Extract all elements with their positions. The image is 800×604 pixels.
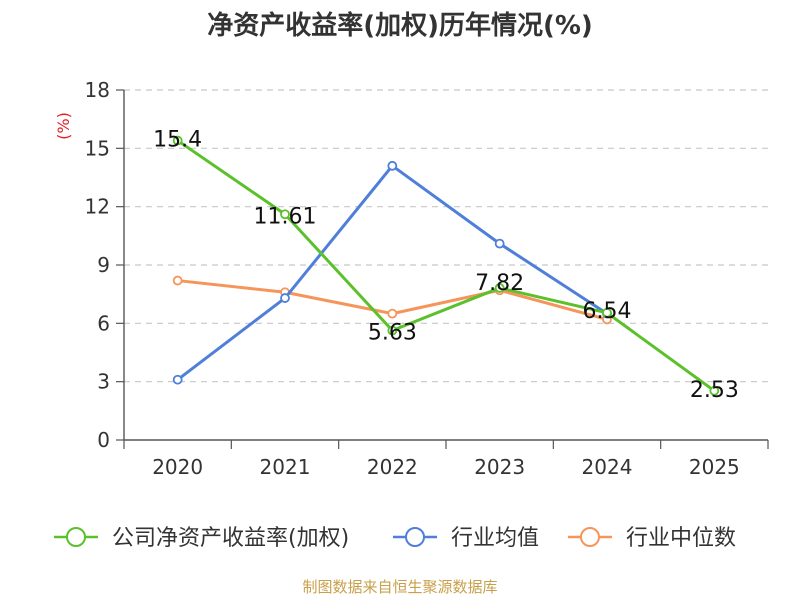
legend[interactable]: 公司净资产收益率(加权) 行业均值 行业中位数 bbox=[54, 526, 736, 551]
series-2-point-2022 bbox=[387, 308, 398, 319]
legend-label-2: 行业中位数 bbox=[626, 526, 736, 551]
y-tick-label-0: 0 bbox=[97, 428, 110, 452]
x-tick-label-2020: 2020 bbox=[152, 455, 203, 479]
x-tick-label-2022: 2022 bbox=[367, 455, 418, 479]
data-label-2020: 15.4 bbox=[153, 128, 202, 153]
series-1-point-2023 bbox=[494, 238, 505, 249]
series-0-point-2020 bbox=[172, 135, 183, 146]
series-0-line bbox=[176, 139, 716, 393]
legend-label-1: 行业均值 bbox=[451, 526, 539, 551]
data-label-2022: 5.63 bbox=[368, 321, 417, 346]
y-tick-label-9: 9 bbox=[97, 253, 110, 277]
series-1-point-2022 bbox=[387, 160, 398, 171]
legend-item-2[interactable]: 行业中位数 bbox=[568, 526, 736, 551]
x-tick-label-2023: 2023 bbox=[474, 455, 525, 479]
legend-item-1[interactable]: 行业均值 bbox=[393, 526, 539, 551]
series-0-point-2022 bbox=[387, 325, 398, 336]
data-label-2025: 2.53 bbox=[690, 378, 739, 403]
series-0-point-2025 bbox=[709, 385, 720, 396]
series-2-point-2020 bbox=[172, 275, 183, 286]
data-labels: 15.4 11.61 5.63 7.82 6.54 2.53 bbox=[153, 128, 739, 403]
legend-item-0[interactable]: 公司净资产收益率(加权) bbox=[54, 526, 349, 551]
y-axis-unit: (%) bbox=[54, 112, 73, 140]
y-tick-label-3: 3 bbox=[97, 370, 110, 394]
legend-label-0: 公司净资产收益率(加权) bbox=[112, 526, 349, 551]
x-tick-label-2021: 2021 bbox=[260, 455, 311, 479]
data-label-2021: 11.61 bbox=[254, 204, 317, 229]
x-tick-label-2024: 2024 bbox=[582, 455, 633, 479]
series-0-point-2024 bbox=[602, 307, 612, 318]
series-0-point-2023 bbox=[494, 283, 505, 293]
axes: 0 3 6 9 12 15 18 2020 2021 2022 2023 2024 2025 bbox=[85, 78, 769, 479]
series-0-point-2021 bbox=[280, 209, 290, 220]
grid-lines bbox=[124, 89, 768, 383]
chart-title: 净资产收益率(加权)历年情况(%) bbox=[207, 10, 593, 41]
x-tick-label-2025: 2025 bbox=[689, 455, 740, 479]
y-tick-label-12: 12 bbox=[85, 195, 110, 219]
legend-swatch-marker-1 bbox=[405, 527, 425, 547]
legend-swatch-marker-0 bbox=[66, 527, 86, 547]
data-label-2024: 6.54 bbox=[583, 299, 632, 324]
source-note: 制图数据来自恒生聚源数据库 bbox=[302, 578, 497, 596]
series-1-point-2021 bbox=[280, 293, 290, 303]
y-tick-label-15: 15 bbox=[85, 136, 110, 160]
legend-swatch-marker-2 bbox=[580, 527, 600, 547]
data-label-2023: 7.82 bbox=[475, 271, 524, 296]
series-lines bbox=[172, 135, 720, 396]
y-tick-label-18: 18 bbox=[85, 78, 110, 102]
series-1-line bbox=[176, 164, 608, 381]
y-tick-label-6: 6 bbox=[97, 311, 110, 335]
series-1-point-2020 bbox=[172, 374, 183, 385]
